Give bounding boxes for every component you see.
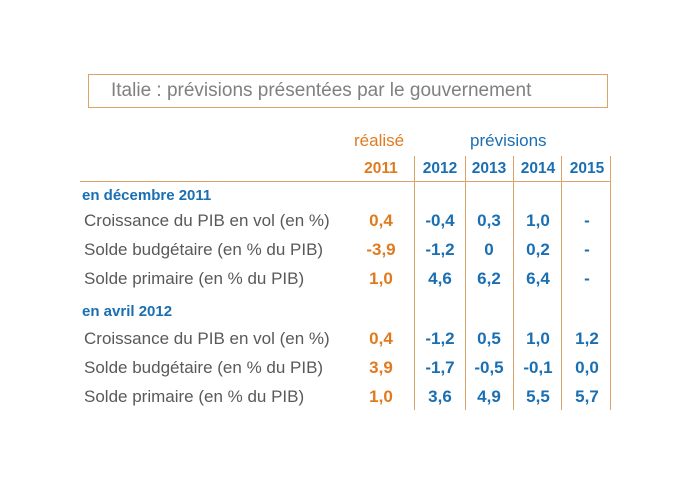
- year-2014: 2014: [520, 160, 556, 177]
- year-2013: 2013: [471, 160, 507, 177]
- column-divider: [513, 156, 514, 410]
- value-cell: 0,4: [369, 211, 393, 230]
- column-divider: [414, 156, 415, 410]
- row-label: Solde primaire (en % du PIB): [84, 387, 305, 406]
- value-cell: -3,9: [366, 240, 396, 259]
- value-cell: -: [584, 269, 590, 288]
- year-2012: 2012: [422, 160, 458, 177]
- value-cell: 3,6: [428, 387, 452, 406]
- row-label: Solde budgétaire (en % du PIB): [84, 240, 324, 259]
- value-cell: -1,2: [425, 329, 455, 348]
- header-previsions: prévisions: [470, 131, 547, 150]
- value-cell: -0,4: [425, 211, 455, 230]
- row-label: Croissance du PIB en vol (en %): [84, 329, 330, 348]
- column-divider: [561, 156, 562, 410]
- value-cell: 6,4: [526, 269, 550, 288]
- header-divider: [80, 181, 610, 182]
- value-cell: 1,0: [526, 211, 550, 230]
- row-label: Solde budgétaire (en % du PIB): [84, 358, 324, 377]
- value-cell: -1,7: [425, 358, 455, 377]
- value-cell: 0,2: [526, 240, 550, 259]
- value-cell: 6,2: [477, 269, 501, 288]
- value-cell: 0: [484, 240, 494, 259]
- column-divider: [465, 156, 466, 410]
- row-label: Solde primaire (en % du PIB): [84, 269, 305, 288]
- value-cell: 0,0: [575, 358, 599, 377]
- value-cell: 1,0: [369, 387, 393, 406]
- year-2011: 2011: [364, 160, 398, 177]
- section-title-dec-2011: en décembre 2011: [82, 187, 212, 204]
- row-label: Croissance du PIB en vol (en %): [84, 211, 330, 230]
- header-realise: réalisé: [354, 131, 405, 150]
- value-cell: -0,5: [474, 358, 504, 377]
- value-cell: -: [584, 240, 590, 259]
- value-cell: 0,4: [369, 329, 393, 348]
- value-cell: 0,5: [477, 329, 501, 348]
- value-cell: 5,7: [575, 387, 599, 406]
- table-title: Italie : prévisions présentées par le go…: [88, 74, 608, 108]
- value-cell: 4,6: [428, 269, 452, 288]
- value-cell: 5,5: [526, 387, 550, 406]
- column-divider: [610, 156, 611, 410]
- value-cell: 4,9: [477, 387, 501, 406]
- value-cell: -0,1: [523, 358, 553, 377]
- value-cell: 1,2: [575, 329, 599, 348]
- value-cell: -1,2: [425, 240, 455, 259]
- value-cell: 1,0: [369, 269, 393, 288]
- value-cell: 3,9: [369, 358, 393, 377]
- year-2015: 2015: [569, 160, 605, 177]
- value-cell: 0,3: [477, 211, 501, 230]
- value-cell: 1,0: [526, 329, 550, 348]
- value-cell: -: [584, 211, 590, 230]
- section-title-apr-2012: en avril 2012: [82, 303, 173, 320]
